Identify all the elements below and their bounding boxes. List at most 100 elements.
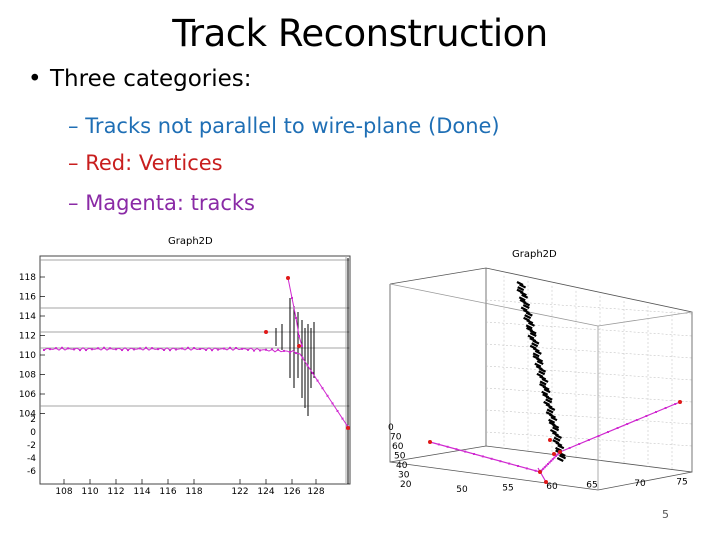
hit-mark	[543, 400, 551, 406]
y-tick-label: 0	[30, 428, 36, 438]
track-point	[540, 469, 543, 472]
hit-mark	[528, 321, 535, 327]
hit-mark	[519, 291, 527, 297]
track-point	[490, 457, 493, 460]
track-point	[446, 445, 449, 448]
track-point	[543, 466, 546, 469]
hit-mark	[546, 408, 554, 414]
track-point	[553, 456, 556, 459]
subitem-text: Tracks not parallel to wire-plane (Done)	[85, 114, 500, 138]
track-point	[55, 347, 57, 350]
track-point	[534, 469, 537, 472]
x-tick-label: 65	[586, 481, 597, 491]
x-tick-label: 108	[55, 487, 72, 497]
track-point	[645, 415, 648, 417]
track-point	[316, 379, 319, 382]
y-tick-label: 60	[392, 442, 404, 452]
track-point	[127, 349, 129, 352]
track-point	[481, 455, 484, 458]
track-point	[217, 348, 219, 351]
graph-left-tracks	[43, 277, 349, 428]
bullet-marker: •	[28, 66, 42, 92]
x-tick-label: 116	[159, 487, 176, 497]
y-tick-label: -6	[27, 467, 36, 477]
track-point	[289, 351, 291, 354]
graph-right-hits	[516, 281, 567, 462]
vertex-point	[678, 400, 682, 404]
hit-mark	[550, 416, 558, 422]
hit-mark	[526, 319, 534, 325]
track-point	[542, 467, 545, 470]
y-tick-label: 112	[19, 332, 36, 342]
y-tick-label: 0	[388, 423, 394, 433]
track-point	[473, 453, 475, 455]
x-tick-label: 122	[231, 487, 248, 497]
track-point	[545, 464, 548, 467]
track-point	[181, 347, 183, 350]
hit-mark	[549, 413, 556, 419]
hit-mark	[545, 398, 553, 404]
track-point	[205, 348, 207, 351]
hit-mark	[520, 306, 528, 312]
track-point	[655, 411, 657, 413]
y-tick-label: 116	[19, 293, 36, 303]
track-point	[229, 346, 231, 349]
track-point	[664, 407, 667, 409]
track-point	[464, 450, 467, 453]
vertex-point	[558, 450, 562, 454]
hit-mark	[536, 357, 544, 363]
track-point	[301, 356, 304, 359]
hit-mark	[553, 436, 561, 442]
graph-left-y-ticks-upper: 118 116 114 112 110 108 106 104	[19, 273, 45, 420]
graph-right-x-ticks: 50 55 60 65 70 75	[456, 478, 687, 496]
track-point	[556, 453, 559, 456]
track-point	[555, 455, 557, 457]
graph-left-frame	[39, 255, 351, 485]
hit-mark	[548, 418, 556, 424]
track-point	[295, 317, 297, 319]
track-point	[121, 349, 123, 352]
hit-mark	[532, 339, 540, 345]
hit-mark	[523, 301, 531, 307]
track-point	[311, 372, 314, 374]
graph-left-vertices	[264, 276, 350, 430]
gridline	[485, 431, 693, 447]
hit-mark	[524, 314, 532, 320]
track-point	[265, 348, 267, 351]
track-point	[550, 459, 553, 462]
x-tick-label: 126	[283, 487, 300, 497]
hit-mark	[549, 428, 557, 434]
hit-mark	[534, 349, 542, 355]
track-point	[341, 417, 344, 420]
hit-mark	[559, 454, 567, 460]
track-point	[91, 348, 93, 351]
track-point	[73, 348, 75, 351]
track-point	[568, 447, 571, 449]
track-point	[508, 462, 511, 465]
track-point	[551, 458, 554, 461]
subitem-magenta-tracks: – Magenta: tracks	[68, 191, 255, 215]
track-point	[109, 347, 111, 350]
hit-mark	[543, 388, 551, 394]
y-tick-label: 50	[394, 452, 406, 462]
graph2d-left: Graph2D 118 116 114 112 110 108 106 104 2 0 -2 -4 -…	[19, 236, 351, 497]
gridline	[485, 343, 693, 359]
track-point	[145, 346, 147, 349]
vertex-point	[552, 452, 556, 456]
track-point	[548, 461, 551, 464]
x-tick-label: 55	[502, 484, 513, 494]
hit-mark	[541, 390, 549, 396]
hit-mark	[516, 281, 524, 286]
hit-mark	[529, 329, 537, 335]
track-point	[187, 346, 189, 349]
hit-mark	[519, 283, 527, 289]
y-tick-label: 110	[19, 351, 36, 361]
track-point	[455, 448, 458, 451]
track-point	[235, 346, 237, 349]
x-tick-label: 118	[185, 487, 202, 497]
track-point	[525, 467, 528, 470]
track-point	[283, 349, 285, 352]
vertex-point	[548, 438, 552, 442]
